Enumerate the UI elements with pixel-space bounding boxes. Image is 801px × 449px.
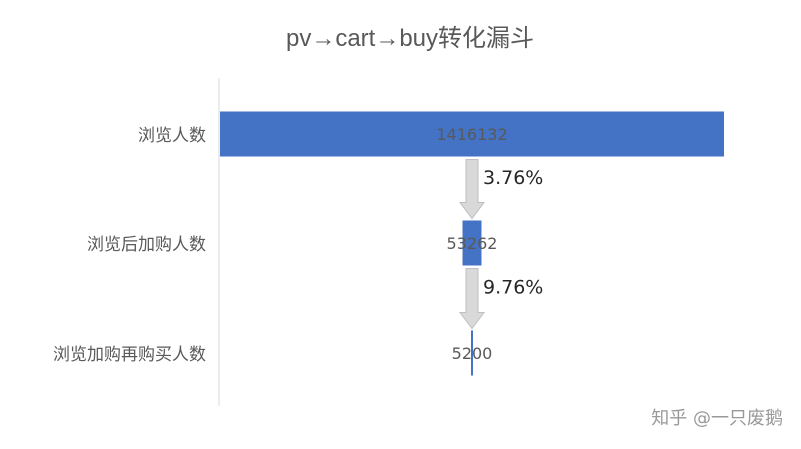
- conversion-rate-labels: 3.76% 9.76%: [483, 167, 543, 299]
- category-label: 浏览加购再购买人数: [53, 345, 206, 365]
- value-label: 53262: [447, 234, 498, 253]
- value-label: 5200: [452, 344, 493, 363]
- conversion-rate-label: 3.76%: [483, 167, 543, 189]
- funnel-bar: [220, 111, 724, 157]
- funnel-bars: [220, 111, 724, 376]
- value-labels: 1416132 53262 5200: [436, 125, 507, 363]
- conversion-arrows: [459, 159, 485, 330]
- chart-title: pv→cart→buy转化漏斗: [286, 25, 534, 52]
- funnel-bar: [471, 330, 473, 376]
- category-label: 浏览后加购人数: [87, 235, 206, 255]
- conversion-rate-label: 9.76%: [483, 277, 543, 299]
- watermark-text: 知乎 @一只废鹅: [651, 408, 783, 429]
- down-arrow-icon: [459, 268, 485, 330]
- value-label: 1416132: [436, 125, 507, 144]
- funnel-bar: [462, 220, 482, 266]
- category-label: 浏览人数: [138, 126, 206, 146]
- down-arrow-icon: [459, 159, 485, 220]
